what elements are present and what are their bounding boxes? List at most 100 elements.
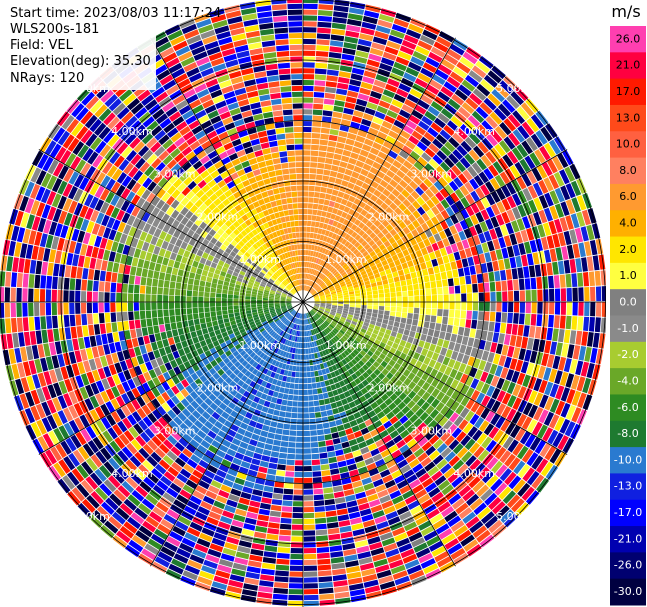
velocity-gate	[399, 165, 410, 174]
velocity-gate	[76, 267, 83, 279]
velocity-gate	[108, 229, 117, 241]
velocity-gate	[106, 217, 116, 229]
velocity-gate	[311, 459, 321, 466]
velocity-gate	[361, 356, 368, 364]
velocity-gate	[206, 276, 213, 283]
velocity-gate	[364, 457, 375, 466]
velocity-gate	[300, 325, 302, 331]
velocity-gate	[388, 237, 396, 245]
velocity-gate	[204, 286, 211, 293]
velocity-gate	[318, 291, 324, 295]
velocity-gate	[396, 291, 402, 297]
velocity-gate	[288, 436, 296, 442]
velocity-gate	[517, 464, 531, 478]
velocity-gate	[370, 448, 380, 457]
velocity-gate	[332, 296, 338, 299]
velocity-gate	[129, 455, 142, 468]
velocity-gate	[306, 232, 311, 238]
velocity-gate	[432, 74, 446, 86]
velocity-gate	[256, 323, 263, 328]
velocity-gate	[453, 360, 461, 371]
velocity-gate	[397, 269, 405, 276]
velocity-gate	[549, 205, 559, 220]
velocity-gate	[270, 338, 276, 344]
velocity-gate	[365, 437, 375, 446]
velocity-gate	[549, 190, 560, 205]
velocity-gate	[114, 362, 123, 374]
velocity-gate	[374, 339, 381, 346]
velocity-gate	[198, 302, 204, 308]
velocity-gate	[396, 439, 406, 449]
velocity-gate	[315, 51, 329, 57]
velocity-gate	[470, 202, 480, 214]
velocity-gate	[430, 315, 437, 323]
velocity-gate	[319, 266, 323, 272]
velocity-gate	[478, 253, 486, 264]
velocity-gate	[267, 318, 273, 323]
velocity-gate	[443, 124, 455, 136]
velocity-gate	[351, 238, 358, 246]
velocity-gate	[88, 514, 103, 528]
velocity-gate	[70, 434, 82, 449]
velocity-gate	[311, 281, 315, 287]
velocity-gate	[433, 233, 442, 242]
velocity-gate	[402, 124, 414, 135]
velocity-gate	[396, 425, 406, 434]
velocity-gate	[239, 308, 246, 312]
velocity-gate	[386, 324, 393, 331]
velocity-gate	[334, 591, 350, 599]
velocity-gate	[531, 302, 537, 314]
velocity-gate	[366, 257, 374, 264]
velocity-gate	[343, 548, 357, 556]
velocity-gate	[279, 343, 284, 350]
velocity-gate	[357, 343, 364, 350]
velocity-gate	[34, 302, 40, 317]
velocity-gate	[307, 312, 311, 318]
velocity-gate	[501, 379, 511, 392]
velocity-gate	[329, 251, 335, 258]
velocity-gate	[471, 65, 487, 79]
velocity-gate	[549, 139, 561, 155]
velocity-gate	[499, 468, 512, 482]
velocity-gate	[233, 291, 240, 296]
velocity-gate	[347, 236, 354, 243]
velocity-gate	[286, 298, 292, 301]
velocity-gate	[402, 369, 411, 377]
velocity-gate	[197, 334, 205, 342]
velocity-gate	[373, 384, 381, 393]
velocity-gate	[344, 241, 351, 248]
velocity-gate	[147, 472, 159, 484]
velocity-gate	[204, 420, 214, 430]
velocity-gate	[464, 410, 475, 422]
velocity-gate	[401, 235, 409, 243]
velocity-gate	[569, 330, 577, 345]
velocity-gate	[348, 127, 359, 135]
velocity-gate	[394, 388, 403, 397]
velocity-gate	[421, 426, 431, 437]
velocity-gate	[502, 302, 508, 313]
velocity-gate	[364, 343, 372, 350]
velocity-gate	[469, 520, 484, 534]
velocity-gate	[265, 382, 272, 389]
velocity-gate	[312, 329, 316, 335]
velocity-gate	[179, 542, 194, 554]
velocity-gate	[318, 570, 332, 577]
velocity-gate	[482, 272, 489, 283]
velocity-gate	[249, 278, 255, 284]
velocity-gate	[461, 102, 475, 114]
velocity-gate	[462, 489, 476, 502]
velocity-gate	[275, 319, 281, 324]
velocity-gate	[398, 83, 412, 93]
velocity-gate	[303, 577, 318, 583]
velocity-gate	[75, 216, 84, 230]
velocity-gate	[396, 537, 410, 548]
velocity-gate	[35, 330, 43, 345]
velocity-gate	[475, 211, 485, 223]
velocity-gate	[110, 292, 116, 302]
velocity-gate	[245, 302, 251, 305]
velocity-gate	[169, 315, 176, 323]
velocity-gate	[63, 407, 74, 422]
velocity-gate	[271, 352, 277, 359]
velocity-gate	[247, 349, 254, 356]
velocity-gate	[40, 275, 47, 289]
